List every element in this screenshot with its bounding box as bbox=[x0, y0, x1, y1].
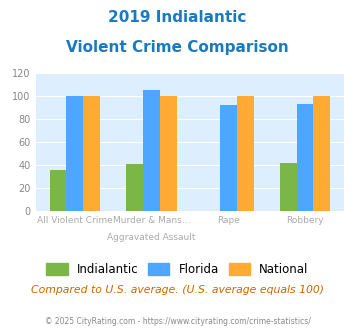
Bar bbox=[296, 104, 313, 211]
Text: 2019 Indialantic: 2019 Indialantic bbox=[108, 10, 247, 25]
Text: Rape: Rape bbox=[217, 216, 240, 225]
Text: All Violent Crime: All Violent Crime bbox=[37, 216, 113, 225]
Bar bbox=[220, 105, 237, 211]
Bar bbox=[126, 164, 143, 211]
Bar bbox=[237, 96, 253, 211]
Text: Compared to U.S. average. (U.S. average equals 100): Compared to U.S. average. (U.S. average … bbox=[31, 285, 324, 295]
Bar bbox=[313, 96, 330, 211]
Text: Aggravated Assault: Aggravated Assault bbox=[107, 233, 196, 242]
Text: Robbery: Robbery bbox=[286, 216, 324, 225]
Bar bbox=[280, 163, 296, 211]
Bar bbox=[50, 170, 66, 211]
Bar bbox=[143, 90, 160, 211]
Text: © 2025 CityRating.com - https://www.cityrating.com/crime-statistics/: © 2025 CityRating.com - https://www.city… bbox=[45, 317, 310, 326]
Text: Murder & Mans...: Murder & Mans... bbox=[113, 216, 190, 225]
Text: Violent Crime Comparison: Violent Crime Comparison bbox=[66, 40, 289, 54]
Bar bbox=[83, 96, 100, 211]
Legend: Indialantic, Florida, National: Indialantic, Florida, National bbox=[42, 258, 313, 281]
Bar bbox=[160, 96, 177, 211]
Bar bbox=[66, 96, 83, 211]
